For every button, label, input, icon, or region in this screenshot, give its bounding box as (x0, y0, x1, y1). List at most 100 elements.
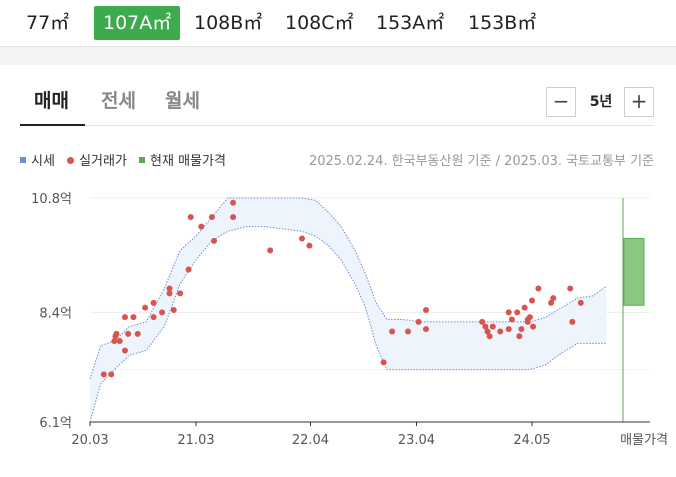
trade-point (530, 323, 537, 330)
trade-point (516, 333, 523, 340)
trade-point (521, 304, 528, 311)
data-source-note: 2025.02.24. 한국부동산원 기준 / 2025.03. 국토교통부 기… (308, 154, 654, 169)
area-tab-153a[interactable]: 153A㎡ (367, 6, 453, 40)
trade-point (187, 214, 194, 221)
y-tick-label: 6.1억 (39, 416, 72, 431)
trade-point (489, 323, 496, 330)
trade-point (405, 328, 411, 335)
legend-listing-swatch (139, 157, 146, 163)
market-price-band (90, 198, 607, 422)
legend-listing: 현재 매물가격 (139, 150, 226, 169)
area-tab-108c[interactable]: 108C㎡ (276, 6, 363, 40)
area-tab-153b[interactable]: 153B㎡ (459, 6, 545, 40)
trade-point (526, 314, 533, 321)
trade-point (550, 295, 557, 302)
trade-point (230, 199, 237, 206)
legend-trade-label: 실거래가 (79, 154, 127, 169)
area-tab-label: 108B㎡ (194, 12, 263, 34)
legend-trade-swatch (67, 157, 75, 164)
trade-point (505, 309, 512, 316)
trade-point (100, 371, 107, 378)
area-tab-label: 108C㎡ (285, 12, 354, 34)
area-tab-107a[interactable]: 107A㎡ (94, 6, 181, 40)
x-tick-label: 24.05 (513, 433, 550, 448)
trade-point (159, 309, 166, 316)
area-tab-label: 107A㎡ (103, 12, 172, 34)
trade-point (482, 323, 489, 330)
trade-point (211, 237, 218, 244)
trade-point (142, 304, 149, 311)
chart-legend: 시세 실거래가 현재 매물가격 (20, 150, 234, 169)
x-end-label: 매물가격 (620, 433, 668, 448)
trade-point (518, 326, 525, 333)
y-tick-label: 8.4억 (39, 306, 72, 321)
trade-point (505, 326, 512, 333)
trade-point (150, 314, 157, 321)
trade-point (111, 337, 118, 344)
trade-point (208, 214, 215, 221)
trade-point (486, 333, 493, 340)
section-divider (0, 47, 676, 65)
legend-market-label: 시세 (31, 154, 55, 169)
trade-point (569, 318, 576, 325)
trade-point (514, 309, 521, 316)
trade-point (299, 235, 305, 242)
tab-sale[interactable]: 매매 (34, 90, 69, 112)
trade-point (125, 330, 132, 337)
tab-divider (20, 125, 654, 126)
trade-point (267, 247, 274, 254)
trade-point (415, 318, 422, 325)
period-increase-button[interactable]: + (624, 87, 654, 117)
trade-point (306, 242, 313, 249)
listing-price-range (623, 238, 645, 306)
area-tab-108b[interactable]: 108B㎡ (185, 6, 271, 40)
trade-point (529, 297, 536, 304)
legend-listing-label: 현재 매물가격 (150, 154, 226, 169)
legend-market: 시세 (20, 150, 55, 169)
trade-point (116, 337, 123, 344)
active-tab-indicator (20, 124, 85, 126)
period-label: 5년 (589, 94, 613, 110)
market-lower-line (89, 226, 607, 423)
trade-point (185, 266, 192, 273)
y-tick-label: 10.8억 (31, 192, 72, 207)
area-tab-label: 77㎡ (26, 12, 70, 34)
trade-point (423, 326, 430, 333)
trade-point (198, 223, 205, 230)
x-tick-label: 20.03 (71, 433, 108, 448)
area-tab-label: 153A㎡ (376, 12, 445, 34)
tab-monthly-rent[interactable]: 월세 (165, 90, 200, 112)
trade-point (113, 330, 120, 337)
trade-point (230, 214, 237, 221)
x-tick-label: 21.03 (177, 433, 214, 448)
trade-point (130, 314, 137, 321)
area-tab-77[interactable]: 77㎡ (17, 6, 78, 40)
trade-point (108, 371, 115, 378)
trade-point (508, 316, 515, 323)
trade-point (177, 290, 184, 297)
x-tick-label: 22.04 (292, 433, 329, 448)
area-tab-bar: 77㎡ 107A㎡ 108B㎡ 108C㎡ 153A㎡ 153B㎡ (0, 0, 676, 47)
tab-jeonse[interactable]: 전세 (101, 90, 136, 112)
trade-point (170, 307, 177, 313)
trade-point (479, 318, 486, 325)
trade-point (166, 290, 173, 297)
trade-point (548, 299, 555, 306)
market-upper-line (89, 197, 607, 380)
period-decrease-button[interactable]: − (546, 87, 576, 117)
trade-point (484, 328, 491, 335)
trade-point (121, 314, 128, 321)
legend-market-swatch (20, 157, 26, 163)
area-tab-label: 153B㎡ (468, 12, 537, 34)
trade-point (423, 307, 430, 313)
trade-point (380, 359, 387, 366)
trade-point (150, 299, 157, 306)
trade-point (577, 299, 584, 306)
x-tick-label: 23.04 (398, 433, 435, 448)
trade-point (121, 347, 128, 354)
trade-point (389, 328, 396, 335)
trade-point (535, 285, 542, 292)
trade-point (166, 285, 173, 292)
trade-point (567, 285, 574, 292)
